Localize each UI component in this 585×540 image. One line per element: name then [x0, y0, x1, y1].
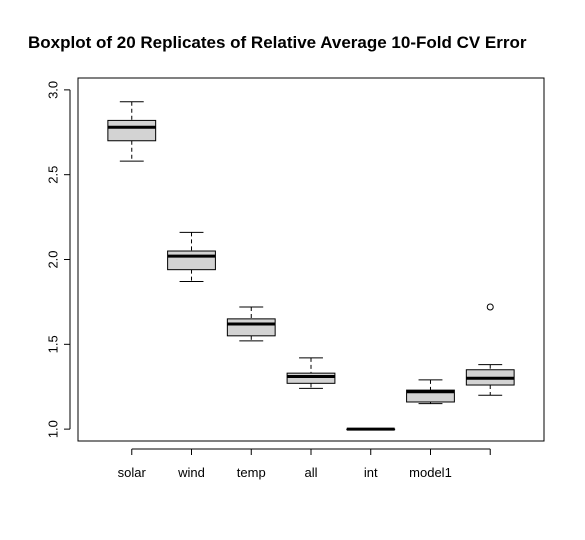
- x-tick-label: all: [304, 465, 317, 480]
- x-axis: solar wind temp all int model1: [118, 448, 491, 480]
- box-solar: [107, 101, 157, 162]
- y-tick-label: 1.0: [45, 420, 60, 438]
- y-tick-label: 2.5: [45, 166, 60, 184]
- iqr-box: [107, 119, 157, 142]
- boxes-group: [107, 101, 515, 431]
- box-all: [286, 357, 336, 389]
- iqr-box: [167, 250, 216, 271]
- y-tick-label: 1.5: [45, 335, 60, 353]
- x-tick-label: wind: [177, 465, 205, 480]
- box-int: [346, 427, 396, 431]
- outlier-point: [486, 303, 494, 311]
- box-temp: [226, 306, 276, 342]
- x-tick-label: model1: [409, 465, 452, 480]
- chart-title: Boxplot of 20 Replicates of Relative Ave…: [28, 33, 527, 52]
- plot-frame: [77, 77, 545, 442]
- iqr-box: [286, 372, 336, 384]
- box-wind: [167, 231, 216, 283]
- y-axis: 1.0 1.5 2.0 2.5 3.0: [45, 81, 71, 438]
- iqr-box: [406, 389, 455, 403]
- box-group-7: [465, 303, 515, 396]
- iqr-box: [226, 318, 276, 337]
- x-tick-label: solar: [118, 465, 147, 480]
- y-tick-label: 2.0: [45, 250, 60, 268]
- y-tick-label: 3.0: [45, 81, 60, 99]
- x-tick-label: int: [364, 465, 378, 480]
- x-tick-label: temp: [237, 465, 266, 480]
- box-model1: [406, 379, 455, 405]
